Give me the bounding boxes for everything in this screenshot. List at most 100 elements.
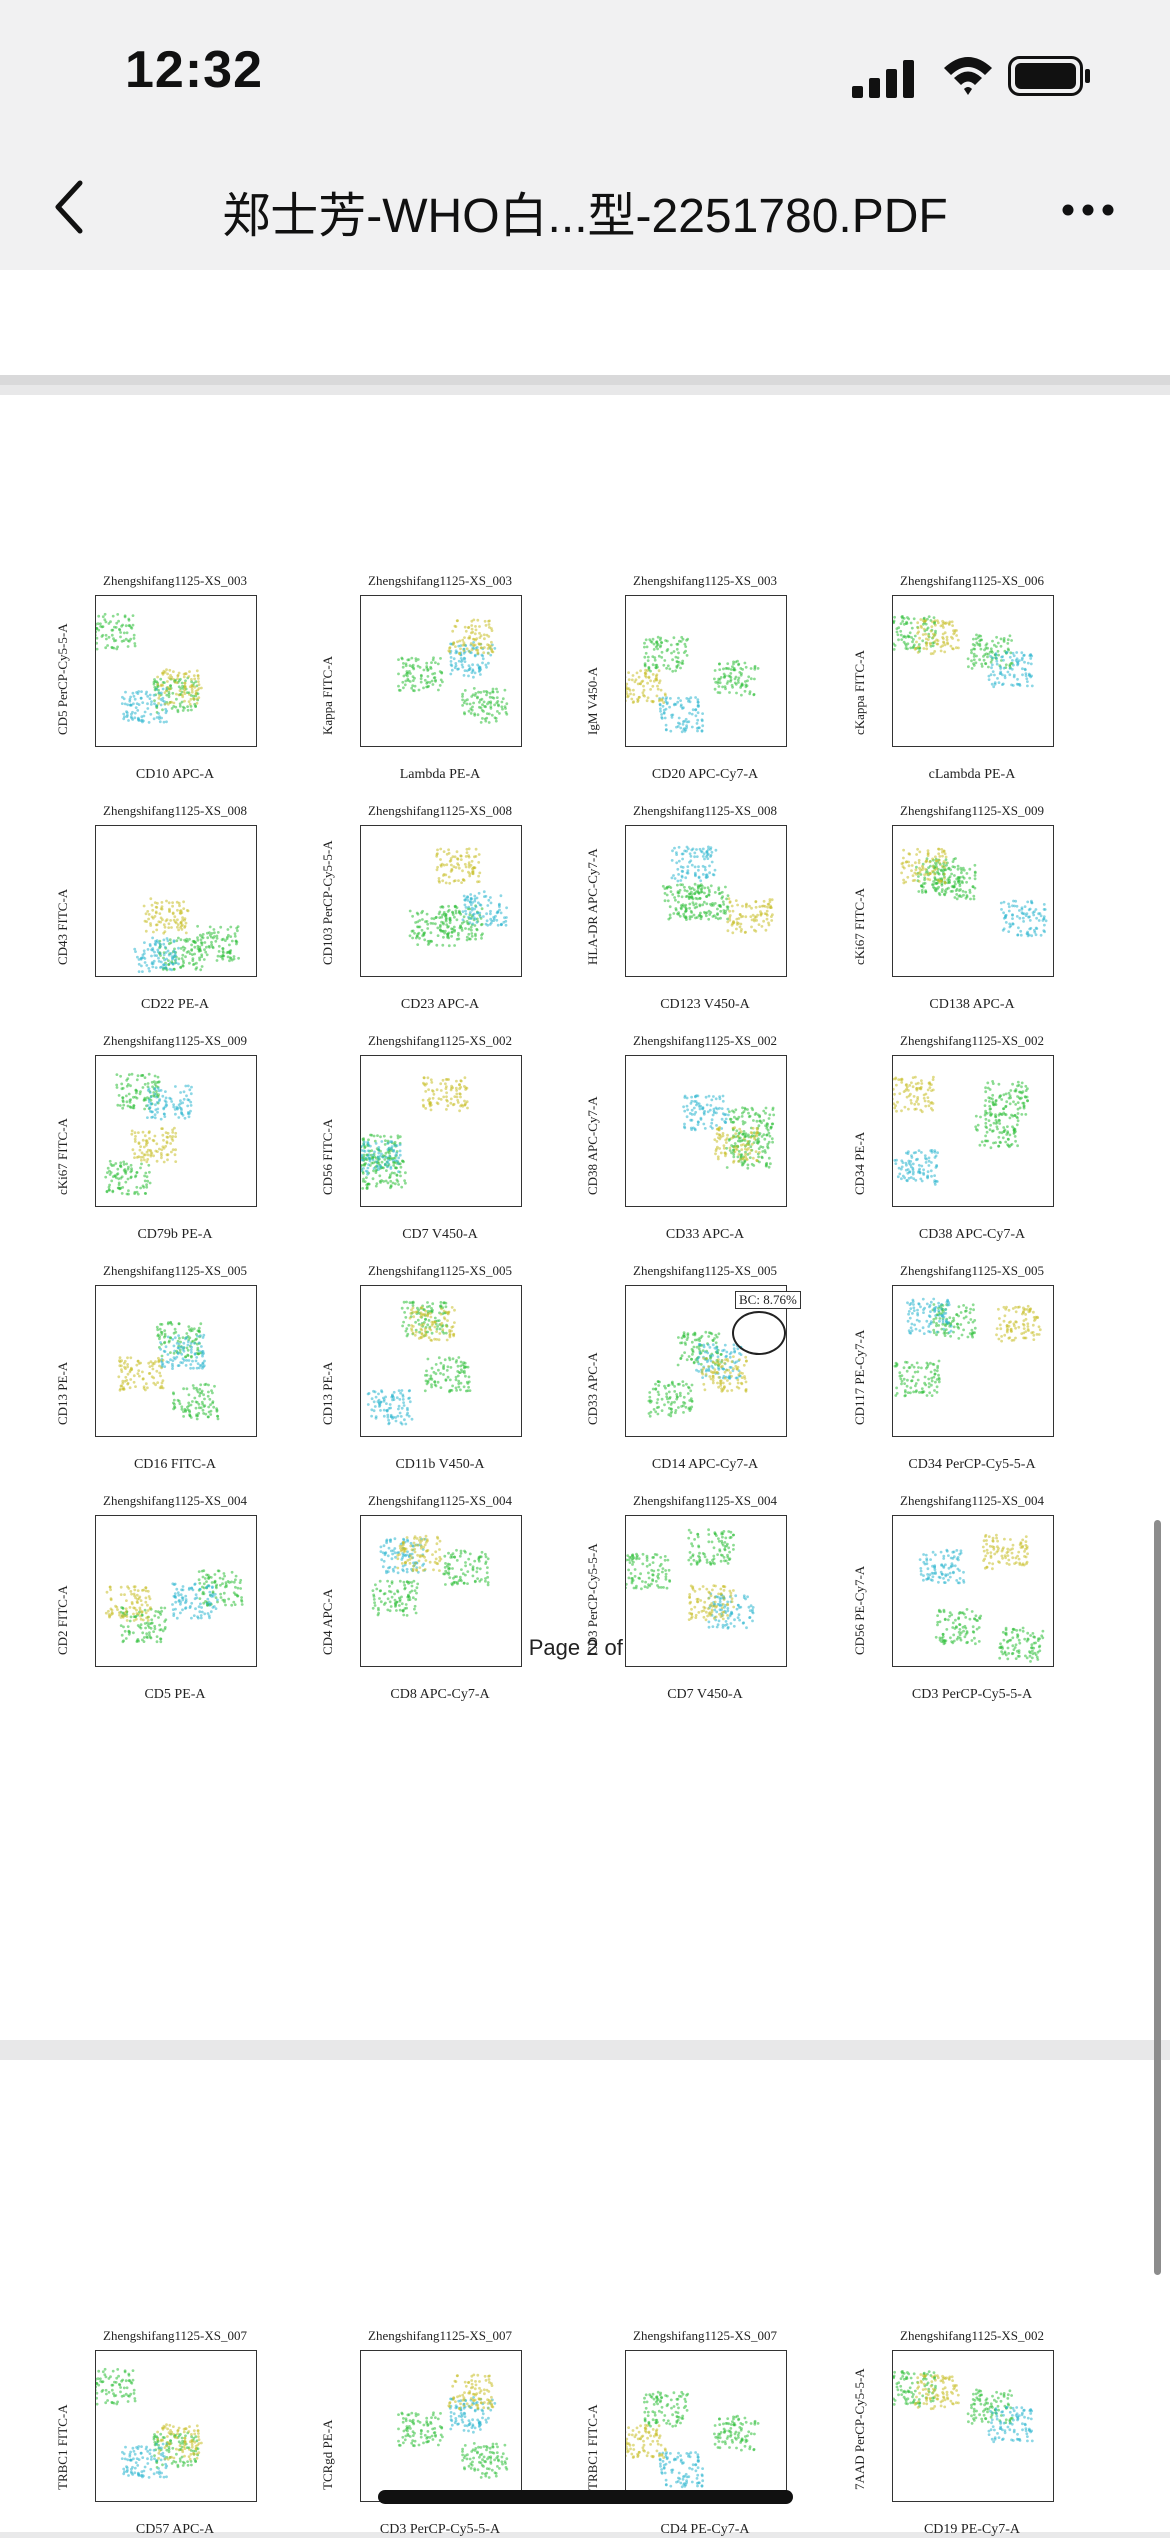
plot-title: Zhengshifang1125-XS_007 bbox=[595, 2328, 815, 2344]
plot-y-axis-label: CD4 APC-A bbox=[320, 1589, 336, 1655]
scatter-points bbox=[626, 826, 786, 976]
scatter-points bbox=[96, 1286, 256, 1436]
scatter-points bbox=[626, 2351, 786, 2501]
scatter-points bbox=[626, 596, 786, 746]
document-title: 郑士芳-WHO白...型-2251780.PDF bbox=[150, 176, 1020, 246]
scatter-points bbox=[361, 2351, 521, 2501]
scatter-plot bbox=[625, 1055, 787, 1207]
plot-x-axis-label: CD3 PerCP-Cy5-5-A bbox=[330, 2522, 550, 2538]
plot-y-axis-label: cKappa FITC-A bbox=[852, 650, 868, 735]
plot-y-axis-label: HLA-DR APC-Cy7-A bbox=[585, 848, 601, 965]
plot-title: Zhengshifang1125-XS_003 bbox=[595, 573, 815, 589]
scatter-points bbox=[893, 1056, 1053, 1206]
plot-y-axis-label: TRBC1 FITC-A bbox=[585, 2404, 601, 2490]
plot-y-axis-label: CD3 PerCP-Cy5-5-A bbox=[585, 1543, 601, 1655]
scatter-points bbox=[96, 1516, 256, 1666]
battery-icon bbox=[1008, 56, 1092, 96]
scrollbar-thumb[interactable] bbox=[1154, 1520, 1161, 2275]
plot-y-axis-label: CD13 PE-A bbox=[320, 1362, 336, 1425]
plot-x-axis-label: CD5 PE-A bbox=[65, 1687, 285, 1703]
scatter-plot bbox=[892, 595, 1054, 747]
plot-title: Zhengshifang1125-XS_009 bbox=[65, 1033, 285, 1049]
home-indicator[interactable] bbox=[378, 2490, 793, 2504]
cellular-signal-icon bbox=[850, 58, 920, 98]
plot-title: Zhengshifang1125-XS_008 bbox=[65, 803, 285, 819]
scatter-points bbox=[893, 826, 1053, 976]
plot-y-axis-label: IgM V450-A bbox=[585, 667, 601, 735]
plot-y-axis-label: TRBC1 FITC-A bbox=[55, 2404, 71, 2490]
plot-x-axis-label: CD10 APC-A bbox=[65, 767, 285, 783]
plot-x-axis-label: CD38 APC-Cy7-A bbox=[862, 1227, 1082, 1243]
plot-title: Zhengshifang1125-XS_005 bbox=[862, 1263, 1082, 1279]
plot-title: Zhengshifang1125-XS_002 bbox=[595, 1033, 815, 1049]
navigation-bar: 郑士芳-WHO白...型-2251780.PDF bbox=[0, 150, 1170, 271]
scatter-plot bbox=[95, 2350, 257, 2502]
plot-x-axis-label: CD34 PerCP-Cy5-5-A bbox=[862, 1457, 1082, 1473]
plot-title: Zhengshifang1125-XS_008 bbox=[330, 803, 550, 819]
scatter-points bbox=[626, 1516, 786, 1666]
plot-x-axis-label: CD138 APC-A bbox=[862, 997, 1082, 1013]
scatter-plot bbox=[95, 1515, 257, 1667]
plot-y-axis-label: CD34 PE-A bbox=[852, 1132, 868, 1195]
plot-y-axis-label: CD38 APC-Cy7-A bbox=[585, 1096, 601, 1195]
scatter-plot bbox=[360, 1055, 522, 1207]
scatter-plot bbox=[892, 1285, 1054, 1437]
status-time: 12:32 bbox=[125, 40, 263, 100]
gate-ellipse bbox=[732, 1311, 786, 1355]
plot-title: Zhengshifang1125-XS_008 bbox=[595, 803, 815, 819]
scatter-points bbox=[96, 1056, 256, 1206]
plot-title: Zhengshifang1125-XS_005 bbox=[330, 1263, 550, 1279]
plot-y-axis-label: CD117 PE-Cy7-A bbox=[852, 1330, 868, 1425]
plot-y-axis-label: cKi67 FITC-A bbox=[852, 888, 868, 965]
scatter-plot bbox=[95, 1055, 257, 1207]
scatter-plot bbox=[95, 595, 257, 747]
plot-x-axis-label: CD4 PE-Cy7-A bbox=[595, 2522, 815, 2538]
plot-y-axis-label: cKi67 FITC-A bbox=[55, 1118, 71, 1195]
more-options-icon[interactable] bbox=[1050, 180, 1130, 240]
scatter-plot bbox=[892, 1515, 1054, 1667]
scatter-plot bbox=[625, 1515, 787, 1667]
scatter-plot bbox=[892, 825, 1054, 977]
plot-x-axis-label: CD19 PE-Cy7-A bbox=[862, 2522, 1082, 2538]
plot-x-axis-label: CD20 APC-Cy7-A bbox=[595, 767, 815, 783]
plot-x-axis-label: CD14 APC-Cy7-A bbox=[595, 1457, 815, 1473]
plot-x-axis-label: CD79b PE-A bbox=[65, 1227, 285, 1243]
plot-x-axis-label: CD8 APC-Cy7-A bbox=[330, 1687, 550, 1703]
scatter-points bbox=[893, 1516, 1053, 1666]
scatter-points bbox=[893, 596, 1053, 746]
plot-x-axis-label: CD16 FITC-A bbox=[65, 1457, 285, 1473]
plot-title: Zhengshifang1125-XS_005 bbox=[65, 1263, 285, 1279]
pdf-page-1-bottom bbox=[0, 270, 1170, 385]
plot-x-axis-label: CD11b V450-A bbox=[330, 1457, 550, 1473]
scatter-points bbox=[361, 596, 521, 746]
scatter-plot bbox=[360, 1285, 522, 1437]
plot-title: Zhengshifang1125-XS_002 bbox=[862, 1033, 1082, 1049]
plot-y-axis-label: CD43 FITC-A bbox=[55, 889, 71, 965]
plot-x-axis-label: CD23 APC-A bbox=[330, 997, 550, 1013]
plot-title: Zhengshifang1125-XS_007 bbox=[330, 2328, 550, 2344]
plot-title: Zhengshifang1125-XS_009 bbox=[862, 803, 1082, 819]
scatter-points bbox=[361, 1286, 521, 1436]
plot-y-axis-label: CD33 APC-A bbox=[585, 1352, 601, 1425]
wifi-icon bbox=[940, 52, 996, 98]
back-button[interactable] bbox=[40, 172, 100, 242]
gate-label: BC: 8.76% bbox=[735, 1291, 801, 1309]
plot-title: Zhengshifang1125-XS_005 bbox=[595, 1263, 815, 1279]
chevron-left-icon bbox=[52, 179, 88, 235]
plot-y-axis-label: CD5 PerCP-Cy5-5-A bbox=[55, 623, 71, 735]
plot-y-axis-label: CD56 PE-Cy7-A bbox=[852, 1566, 868, 1655]
plot-y-axis-label: CD56 FITC-A bbox=[320, 1119, 336, 1195]
scatter-points bbox=[96, 596, 256, 746]
plot-y-axis-label: CD103 PerCP-Cy5-5-A bbox=[320, 840, 336, 965]
plot-title: Zhengshifang1125-XS_004 bbox=[330, 1493, 550, 1509]
plot-title: Zhengshifang1125-XS_004 bbox=[65, 1493, 285, 1509]
plot-x-axis-label: cLambda PE-A bbox=[862, 767, 1082, 783]
scatter-points bbox=[893, 2351, 1053, 2501]
scatter-plot bbox=[360, 825, 522, 977]
plot-x-axis-label: CD57 APC-A bbox=[65, 2522, 285, 2538]
plot-y-axis-label: CD13 PE-A bbox=[55, 1362, 71, 1425]
scatter-plot bbox=[625, 595, 787, 747]
scatter-points bbox=[361, 826, 521, 976]
